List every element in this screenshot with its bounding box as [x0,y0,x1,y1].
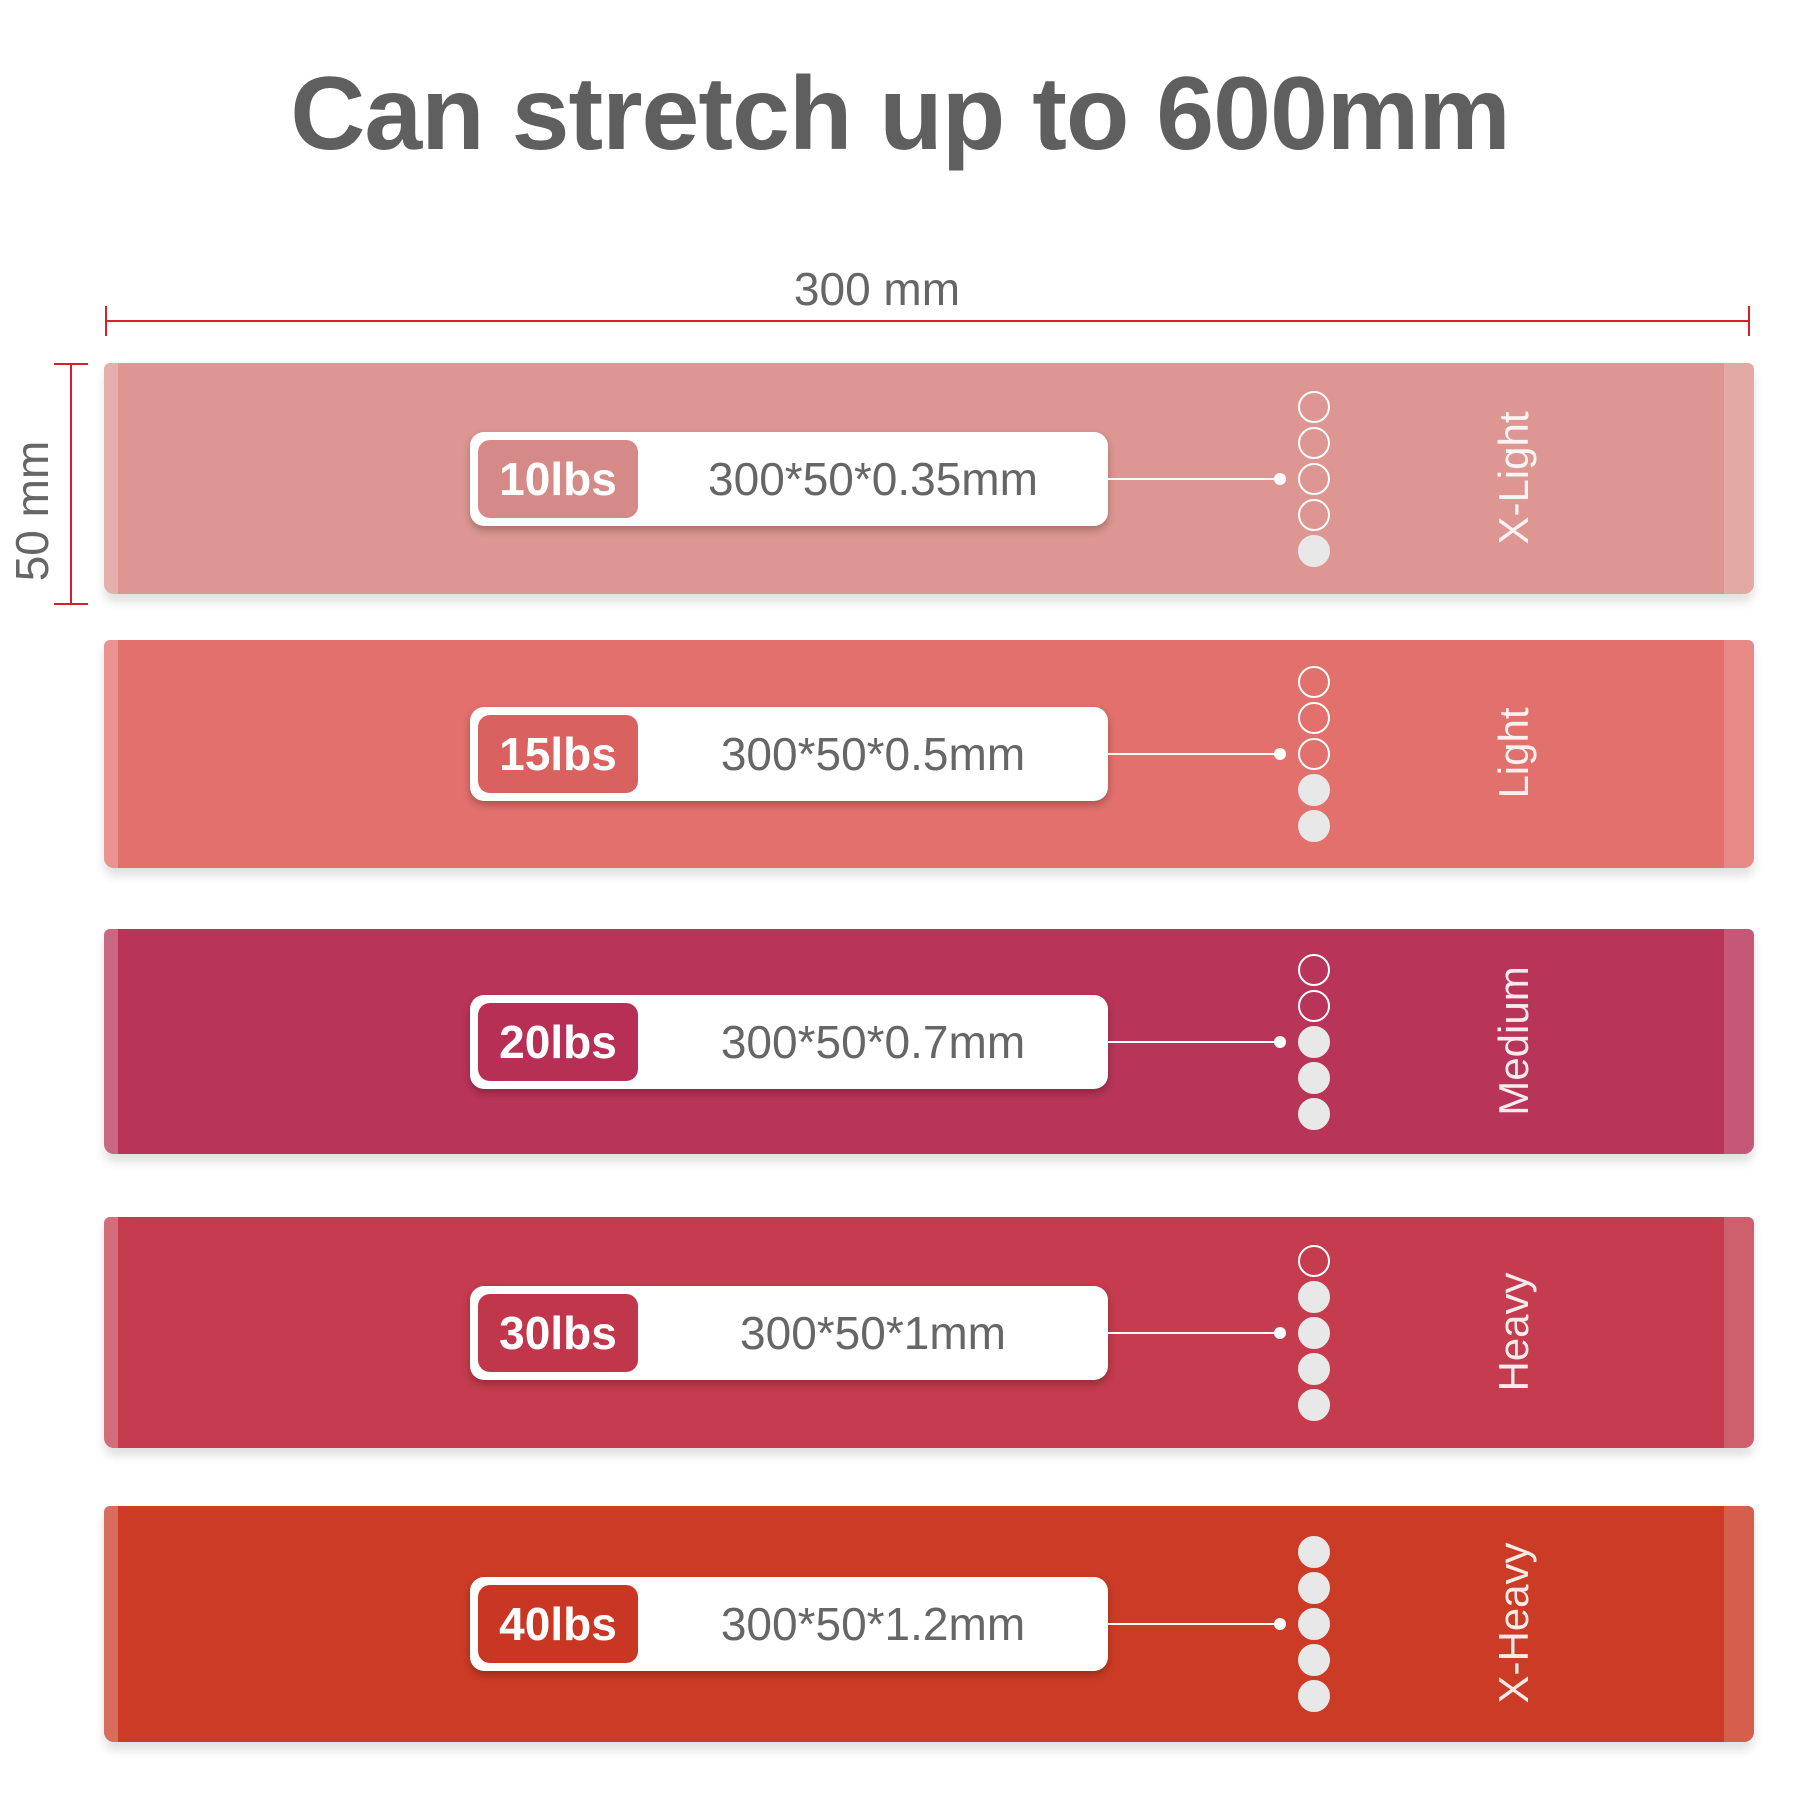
resistance-level-indicator [1298,666,1334,845]
filled-circle-icon [1298,1644,1330,1676]
size-spec: 300*50*0.5mm [720,728,1026,780]
filled-circle-icon [1298,810,1330,842]
filled-circle-icon [1298,1280,1330,1313]
empty-circle-icon [1298,702,1330,734]
resistance-level-indicator [1298,953,1334,1133]
connector-line [1108,1040,1281,1043]
filled-circle-icon [1298,1061,1330,1094]
empty-circle-icon [1298,462,1330,495]
connector-line [1108,753,1281,755]
empty-circle-icon [1298,426,1330,459]
connector-dot [1274,1618,1286,1630]
height-ruler-line [70,363,72,605]
height-ruler-tick-top [54,363,88,365]
resistance-level-label: X-Light [1490,410,1537,545]
width-ruler-line [106,320,1750,322]
filled-circle-icon [1298,1536,1330,1568]
weight-badge: 10lbs [478,439,638,518]
width-ruler-tick-left [105,306,107,336]
page-title: Can stretch up to 600mm [290,56,1511,172]
resistance-band: 40lbs 300*50*1.2mm X-Heavy [104,1506,1754,1742]
filled-circle-icon [1298,774,1330,806]
resistance-level-label: Light [1490,707,1537,799]
empty-circle-icon [1298,1244,1330,1277]
weight-badge: 30lbs [478,1293,638,1372]
resistance-level-label: Heavy [1490,1271,1537,1392]
height-label: 50 mm [6,440,58,582]
filled-circle-icon [1298,534,1330,567]
empty-circle-icon [1298,498,1330,531]
resistance-band: 30lbs 300*50*1mm Heavy [104,1217,1754,1448]
empty-circle-icon [1298,953,1330,986]
size-spec: 300*50*0.35mm [708,452,1038,505]
size-spec: 300*50*0.7mm [720,1015,1026,1068]
filled-circle-icon [1298,1608,1330,1640]
resistance-level-label: Medium [1490,965,1537,1116]
connector-dot [1274,1326,1286,1339]
size-spec: 300*50*1.2mm [720,1598,1026,1650]
empty-circle-icon [1298,738,1330,770]
resistance-level-label: X-Heavy [1490,1542,1537,1704]
filled-circle-icon [1298,1680,1330,1712]
width-label: 300 mm [793,263,961,315]
filled-circle-icon [1298,1572,1330,1604]
connector-line [1108,477,1281,480]
filled-circle-icon [1298,1388,1330,1421]
height-ruler-tick-bottom [54,603,88,605]
spec-label-box: 30lbs 300*50*1mm [470,1285,1108,1380]
connector-dot [1274,748,1286,760]
connector-line [1108,1623,1281,1625]
filled-circle-icon [1298,1025,1330,1058]
spec-label-box: 15lbs 300*50*0.5mm [470,707,1108,801]
connector-dot [1274,472,1286,485]
weight-badge: 20lbs [478,1002,638,1081]
width-ruler-tick-right [1748,306,1750,336]
spec-label-box: 20lbs 300*50*0.7mm [470,994,1108,1089]
empty-circle-icon [1298,989,1330,1022]
weight-badge: 15lbs [478,715,638,793]
filled-circle-icon [1298,1316,1330,1349]
connector-line [1108,1331,1281,1334]
connector-dot [1274,1035,1286,1048]
spec-label-box: 40lbs 300*50*1.2mm [470,1577,1108,1671]
weight-badge: 40lbs [478,1585,638,1663]
resistance-band: 10lbs 300*50*0.35mm X-Light [104,363,1754,594]
spec-label-box: 10lbs 300*50*0.35mm [470,431,1108,526]
empty-circle-icon [1298,390,1330,423]
resistance-level-indicator [1298,1244,1334,1424]
resistance-band: 20lbs 300*50*0.7mm Medium [104,929,1754,1154]
resistance-level-indicator [1298,390,1334,570]
resistance-level-indicator [1298,1536,1334,1715]
resistance-band: 15lbs 300*50*0.5mm Light [104,640,1754,868]
filled-circle-icon [1298,1352,1330,1385]
size-spec: 300*50*1mm [740,1306,1006,1359]
filled-circle-icon [1298,1097,1330,1130]
empty-circle-icon [1298,666,1330,698]
